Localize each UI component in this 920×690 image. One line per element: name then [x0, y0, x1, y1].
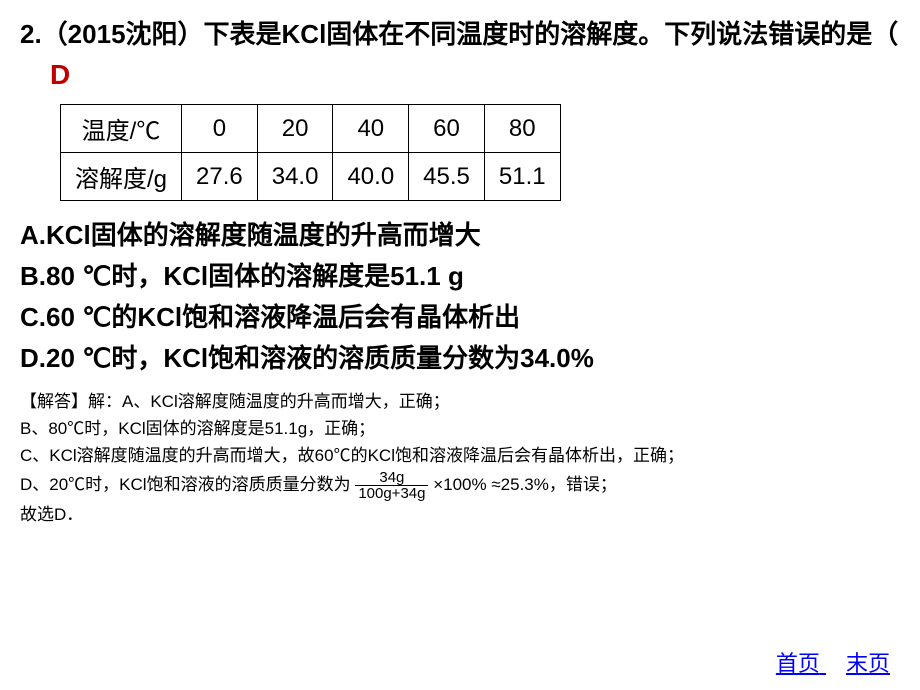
solubility-cell: 45.5	[409, 153, 485, 201]
temp-header: 温度/℃	[61, 105, 182, 153]
solubility-cell: 51.1	[484, 153, 560, 201]
answer-letter: D	[50, 59, 70, 90]
option-b: B.80 ℃时，KCl固体的溶解度是51.1 g	[20, 257, 900, 296]
explain-conclusion: 故选D．	[20, 501, 900, 528]
solubility-header: 溶解度/g	[61, 153, 182, 201]
solubility-cell: 34.0	[257, 153, 333, 201]
temp-cell: 0	[182, 105, 258, 153]
nav-links: 首页 末页	[756, 646, 890, 678]
options-block: A.KCl固体的溶解度随温度的升高而增大 B.80 ℃时，KCl固体的溶解度是5…	[20, 216, 900, 378]
option-a: A.KCl固体的溶解度随温度的升高而增大	[20, 216, 900, 255]
temp-cell: 60	[409, 105, 485, 153]
temp-cell: 80	[484, 105, 560, 153]
explain-c: C、KCl溶解度随温度的升高而增大，故60℃的KCl饱和溶液降温后会有晶体析出，…	[20, 442, 900, 469]
question-stem: 2.（2015沈阳）下表是KCl固体在不同温度时的溶解度。下列说法错误的是（ D…	[20, 15, 900, 96]
temp-cell: 20	[257, 105, 333, 153]
fraction: 34g 100g+34g	[355, 470, 428, 501]
fraction-numerator: 34g	[355, 470, 428, 486]
explain-d-pre: D、20℃时，KCl饱和溶液的溶质质量分数为	[20, 475, 355, 494]
nav-first-link[interactable]: 首页	[776, 651, 820, 676]
explanation-block: 【解答】解：A、KCl溶解度随温度的升高而增大，正确； B、80℃时，KCl固体…	[20, 388, 900, 528]
question-source: 2.（2015沈阳）	[20, 19, 204, 49]
option-d: D.20 ℃时，KCl饱和溶液的溶质质量分数为34.0%	[20, 339, 900, 378]
temp-cell: 40	[333, 105, 409, 153]
solubility-table: 温度/℃ 0 20 40 60 80 溶解度/g 27.6 34.0 40.0 …	[60, 104, 561, 201]
table-row: 溶解度/g 27.6 34.0 40.0 45.5 51.1	[61, 153, 561, 201]
table-row: 温度/℃ 0 20 40 60 80	[61, 105, 561, 153]
solubility-cell: 27.6	[182, 153, 258, 201]
explain-d: D、20℃时，KCl饱和溶液的溶质质量分数为 34g 100g+34g ×100…	[20, 470, 900, 501]
question-text-1: 下表是KCl固体在不同温度时的溶解度。下列说法错误的是（	[204, 19, 899, 49]
explain-d-post: ×100% ≈25.3%，错误；	[433, 475, 617, 494]
nav-last-link[interactable]: 末页	[846, 651, 890, 676]
explain-a: 【解答】解：A、KCl溶解度随温度的升高而增大，正确；	[20, 388, 900, 415]
explain-b: B、80℃时，KCl固体的溶解度是51.1g，正确；	[20, 415, 900, 442]
fraction-denominator: 100g+34g	[355, 486, 428, 501]
solubility-cell: 40.0	[333, 153, 409, 201]
option-c: C.60 ℃的KCl饱和溶液降温后会有晶体析出	[20, 298, 900, 337]
